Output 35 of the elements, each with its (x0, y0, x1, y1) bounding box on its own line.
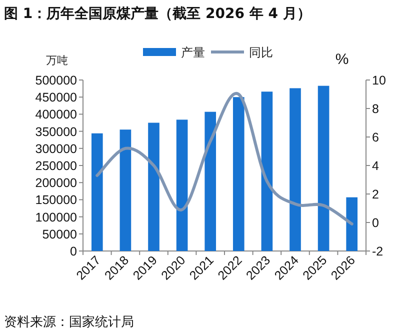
y-tick-label: 350000 (35, 124, 78, 139)
y-tick-label: 250000 (35, 159, 78, 173)
bar (204, 112, 216, 251)
text: 资料来源：国家统计局 (4, 314, 134, 329)
y-tick-label: 100000 (35, 210, 78, 224)
y-tick-label: 300000 (35, 142, 78, 156)
y2-tick-label: -2 (372, 244, 384, 258)
bar (176, 120, 188, 251)
y2-tick-label: 4 (372, 159, 379, 173)
bar (261, 92, 273, 251)
bar (290, 88, 301, 251)
bar (91, 133, 103, 251)
y-tick-label: 450000 (35, 90, 78, 105)
y2-tick-label: 10 (372, 74, 386, 88)
y-tick-label: 500000 (35, 74, 78, 88)
y-tick-label: 200000 (35, 176, 78, 190)
y2-tick-label: 8 (372, 102, 379, 116)
y2-axis-title: % (335, 51, 349, 68)
y-tick-label: 150000 (35, 193, 78, 208)
bar (120, 130, 132, 251)
y-tick-label: 50000 (42, 227, 78, 242)
line-series (96, 92, 354, 226)
legend-label: 产量 (181, 46, 205, 60)
y2-tick-label: 2 (372, 188, 379, 202)
y-tick-label: 400000 (35, 108, 78, 122)
bar (148, 122, 160, 251)
y2-tick-label: 6 (372, 130, 379, 144)
y-axis-title: 万吨 (46, 54, 68, 67)
bar (346, 197, 358, 251)
bar (318, 86, 330, 251)
chart-title: 图 1：历年全国原煤产量（截至 2026 年 4 月） (4, 5, 311, 22)
legend-label: 同比 (249, 46, 273, 60)
y2-tick-label: 0 (372, 216, 379, 230)
y-tick-label: 0 (70, 244, 78, 258)
bar (232, 97, 244, 251)
